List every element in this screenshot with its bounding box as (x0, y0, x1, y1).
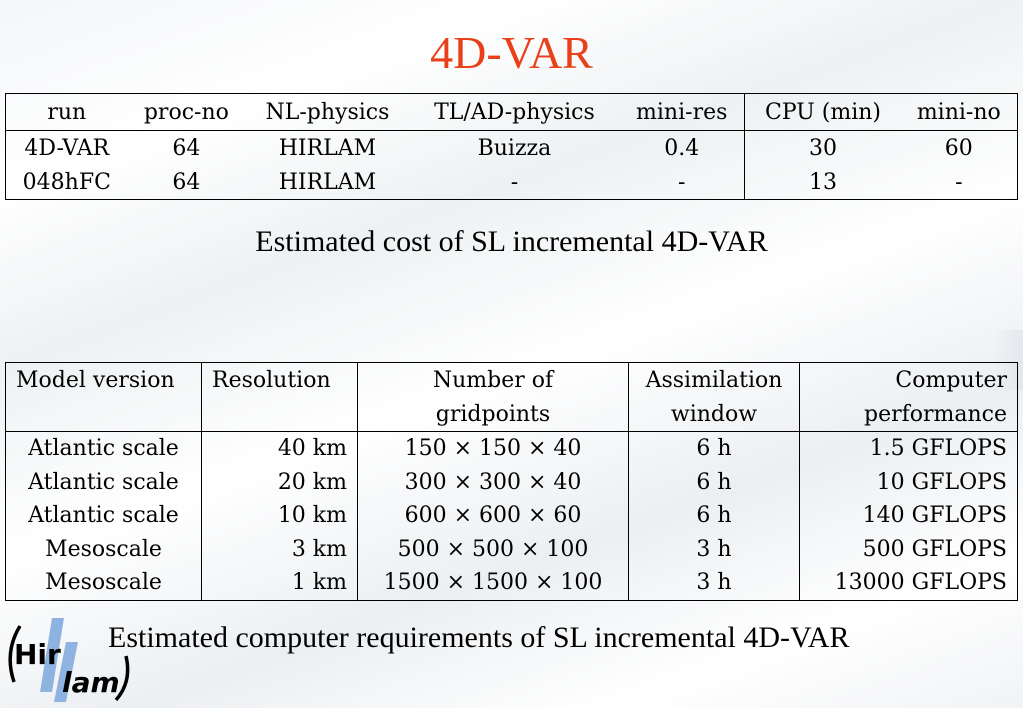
logo-text-hir: Hir (14, 638, 61, 671)
table-cell: 0.4 (664, 135, 700, 161)
header-cell: TL/AD-physics (409, 93, 620, 131)
table-row: Mesoscale 1 km 1500 × 1500 × 100 3 h 130… (5, 566, 1018, 600)
requirements-caption: Estimated computer requirements of SL in… (108, 621, 850, 654)
requirements-table: Model version Resolution Number of Assim… (5, 362, 1018, 601)
table-cell: 150 × 150 × 40 (357, 431, 629, 466)
table-cell: 500 GFLOPS (862, 536, 1007, 562)
table-cell: Mesoscale (5, 532, 202, 566)
table-cell: HIRLAM (278, 169, 377, 195)
slide-title: 4D-VAR (430, 27, 593, 78)
table-cell: 3 h (628, 566, 800, 600)
header-cell: CPU (min) (744, 93, 901, 131)
table-cell: Mesoscale (5, 566, 202, 600)
table-cell: 10 GFLOPS (876, 469, 1007, 495)
logo-text-lam: lam (62, 666, 120, 699)
header-cell: performance (799, 397, 1018, 432)
table-cell: 048hFC (22, 169, 111, 195)
header-cell: NL-physics (245, 93, 410, 131)
header-cell: Model version (5, 362, 202, 397)
table-row: Atlantic scale 10 km 600 × 600 × 60 6 h … (5, 499, 1018, 533)
table-header-row: Model version Resolution Number of Assim… (5, 362, 1018, 397)
header-cell (5, 397, 202, 432)
background-decoration (993, 330, 1023, 390)
table-cell: 600 × 600 × 60 (357, 499, 629, 533)
logo-accent-bar (40, 618, 64, 692)
table-cell: 60 (944, 135, 973, 161)
header-cell: gridpoints (357, 397, 629, 432)
header-cell: Assimilation (628, 362, 800, 397)
table-cell: 40 km (201, 431, 358, 466)
cost-caption: Estimated cost of SL incremental 4D-VAR (255, 225, 768, 258)
table-cell: 13 (744, 165, 901, 200)
table-cell: 64 (172, 169, 201, 195)
table-cell: 64 (172, 135, 201, 161)
table-header-row: gridpoints window performance (5, 397, 1018, 432)
header-cell: mini-res (619, 93, 745, 131)
header-cell: mini-no (900, 93, 1018, 131)
header-cell: window (628, 397, 800, 432)
header-cell: run (5, 93, 128, 131)
header-cell (201, 397, 358, 432)
table-cell: - (510, 169, 519, 195)
table-cell: 3 km (201, 532, 358, 566)
header-cell: Number of (357, 362, 629, 397)
table-cell: Atlantic scale (5, 465, 202, 499)
table-cell: 500 × 500 × 100 (357, 532, 629, 566)
table-cell: 1 km (201, 566, 358, 600)
table-cell: 140 GFLOPS (862, 503, 1007, 529)
table-cell: 20 km (201, 465, 358, 499)
table-row: 4D-VAR 64 HIRLAM Buizza 0.4 30 60 (6, 130, 1018, 165)
table-header-row: run proc-no NL-physics TL/AD-physics min… (5, 93, 1018, 131)
table-cell: 6 h (628, 465, 800, 499)
table-cell: 300 × 300 × 40 (357, 465, 629, 499)
table-row: Atlantic scale 20 km 300 × 300 × 40 6 h … (5, 465, 1018, 499)
table-cell: - (678, 169, 686, 195)
header-cell: proc-no (127, 93, 246, 131)
table-row: 048hFC 64 HIRLAM - - 13 - (6, 165, 1018, 200)
table-cell: 30 (744, 130, 901, 165)
table-cell: 6 h (628, 499, 800, 533)
logo-accent-bar (54, 642, 78, 702)
table-cell: HIRLAM (278, 135, 377, 161)
table-cell: 4D-VAR (24, 135, 110, 161)
table-cell: 13000 GFLOPS (834, 570, 1007, 596)
table-cell: - (955, 169, 963, 195)
table-cell: 1500 × 1500 × 100 (357, 566, 629, 600)
table-cell: 10 km (201, 499, 358, 533)
table-row: Atlantic scale 40 km 150 × 150 × 40 6 h … (5, 431, 1018, 466)
table-cell: 1.5 GFLOPS (869, 436, 1007, 462)
table-cell: Atlantic scale (5, 431, 202, 466)
header-cell: Resolution (201, 362, 358, 397)
table-row: Mesoscale 3 km 500 × 500 × 100 3 h 500 G… (5, 532, 1018, 566)
hirlam-logo: Hir lam (8, 618, 130, 702)
table-cell: Buizza (477, 135, 552, 161)
table-cell: 6 h (628, 431, 800, 466)
table-cell: 3 h (628, 532, 800, 566)
header-cell: Computer (895, 367, 1007, 393)
table-cell: Atlantic scale (5, 499, 202, 533)
cost-table: run proc-no NL-physics TL/AD-physics min… (5, 93, 1018, 200)
